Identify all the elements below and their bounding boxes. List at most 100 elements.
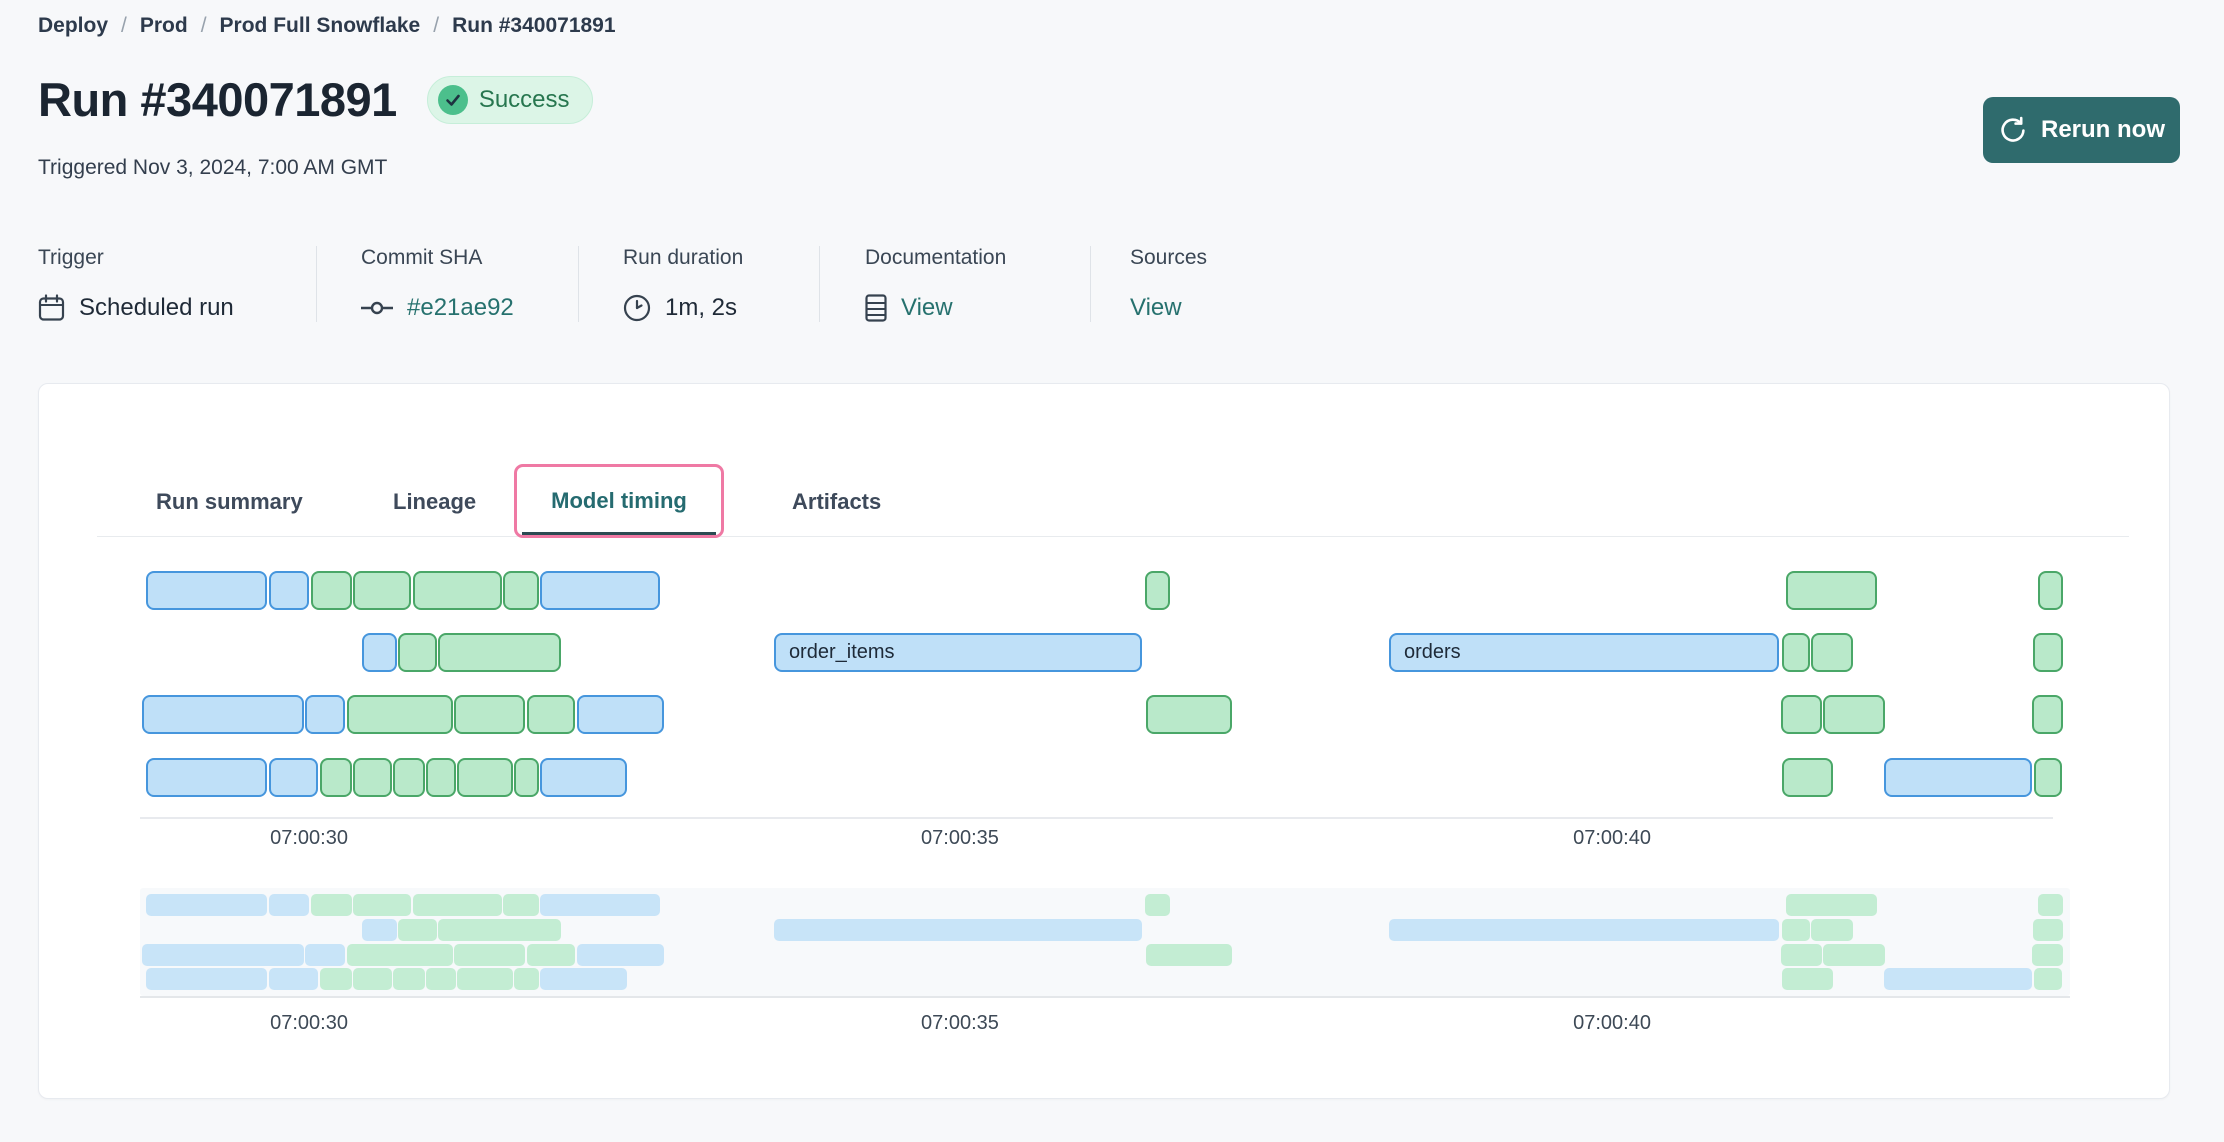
sources-view-link[interactable]: View <box>1130 294 1182 321</box>
timing-bar <box>527 944 576 966</box>
timing-bar[interactable] <box>311 571 352 610</box>
minimap-row <box>140 894 2090 916</box>
meta-run-duration: Run duration 1m, 2s <box>578 246 819 322</box>
timing-bar <box>1146 944 1232 966</box>
timing-bar[interactable] <box>2033 633 2064 672</box>
timing-bar[interactable] <box>1146 695 1232 734</box>
timing-bar <box>397 919 437 941</box>
meta-label: Commit SHA <box>361 246 483 269</box>
page-title: Run #340071891 <box>38 73 397 126</box>
meta-trigger: Trigger Scheduled run <box>38 246 316 322</box>
timing-bar[interactable] <box>352 758 392 797</box>
timing-bar <box>413 894 502 916</box>
timing-bar[interactable] <box>347 695 454 734</box>
timing-bar[interactable] <box>146 758 268 797</box>
tabs-divider <box>97 536 2129 537</box>
timing-bar-orders <box>1388 919 1779 941</box>
timing-bar-orders[interactable]: orders <box>1388 633 1779 672</box>
tab-lineage[interactable]: Lineage <box>393 489 477 514</box>
timing-bar[interactable] <box>527 695 576 734</box>
timing-bar <box>361 919 397 941</box>
timing-bar-order_items[interactable]: order_items <box>773 633 1142 672</box>
timing-bar <box>1785 894 1878 916</box>
timing-bar <box>2034 968 2063 990</box>
tab-artifacts[interactable]: Artifacts <box>792 489 882 514</box>
timing-bar[interactable] <box>413 571 502 610</box>
timing-bar <box>2037 894 2063 916</box>
run-metadata: Trigger Scheduled run Commit SHA # <box>38 246 1390 322</box>
tab-model-timing[interactable]: Model timing <box>514 464 724 538</box>
timing-bar[interactable] <box>453 695 525 734</box>
timing-bar[interactable] <box>514 758 539 797</box>
timing-bar[interactable] <box>2032 695 2064 734</box>
timing-bar <box>539 968 627 990</box>
timing-bar <box>1145 894 1170 916</box>
timing-bar[interactable] <box>457 758 514 797</box>
timing-bar[interactable] <box>1785 571 1878 610</box>
commit-sha-link[interactable]: #e21ae92 <box>407 294 514 321</box>
timing-bar <box>304 944 345 966</box>
timing-bar[interactable] <box>576 695 664 734</box>
timing-bar <box>141 944 304 966</box>
timing-bar[interactable] <box>539 571 660 610</box>
meta-commit-sha: Commit SHA #e21ae92 <box>316 246 578 322</box>
breadcrumb-separator: / <box>121 14 127 37</box>
timing-bar[interactable] <box>361 633 397 672</box>
minimap-row <box>140 919 2090 941</box>
timing-bar[interactable] <box>1884 758 2033 797</box>
timing-bar[interactable] <box>437 633 561 672</box>
timing-bar-label: order_items <box>788 641 895 663</box>
timing-bar[interactable] <box>304 695 345 734</box>
timing-bar[interactable] <box>397 633 437 672</box>
timing-bar[interactable] <box>2034 758 2063 797</box>
minimap-row <box>140 968 2090 990</box>
timing-bar <box>392 968 425 990</box>
timing-bar[interactable] <box>2037 571 2063 610</box>
timing-bar <box>1810 919 1853 941</box>
documentation-view-link[interactable]: View <box>901 294 953 321</box>
axis-tick-label: 07:00:30 <box>270 1012 348 1034</box>
trigger-value: Scheduled run <box>79 294 234 321</box>
timing-bar[interactable] <box>539 758 627 797</box>
breadcrumb-deploy[interactable]: Deploy <box>38 14 109 37</box>
success-check-icon <box>437 84 468 115</box>
timing-bar[interactable] <box>392 758 425 797</box>
run-duration-value: 1m, 2s <box>665 294 738 321</box>
timing-bar <box>352 894 411 916</box>
timing-bar[interactable] <box>1782 633 1811 672</box>
timing-bar[interactable] <box>1782 758 1834 797</box>
timing-bar[interactable] <box>319 758 352 797</box>
timing-bar[interactable] <box>269 571 310 610</box>
timing-bar[interactable] <box>141 695 304 734</box>
timing-bar[interactable] <box>426 758 457 797</box>
breadcrumb-environment[interactable]: Prod Full Snowflake <box>219 14 421 37</box>
timing-bar[interactable] <box>1145 571 1170 610</box>
timing-bar[interactable] <box>352 571 411 610</box>
timing-bar[interactable] <box>1810 633 1853 672</box>
timing-bar[interactable] <box>1823 695 1886 734</box>
commit-icon <box>361 301 393 315</box>
timing-bar-order_items <box>773 919 1142 941</box>
axis-tick-label: 07:00:40 <box>1573 1012 1651 1034</box>
header: Run #340071891 Success <box>38 72 593 127</box>
breadcrumb-current-run: Run #340071891 <box>452 14 616 37</box>
breadcrumb: Deploy / Prod / Prod Full Snowflake / Ru… <box>38 14 616 38</box>
timing-bar <box>1782 968 1834 990</box>
time-axis-line <box>140 996 2070 998</box>
timing-bar <box>2033 919 2064 941</box>
timing-bar <box>269 894 310 916</box>
breadcrumb-prod[interactable]: Prod <box>139 14 188 37</box>
timing-bar <box>311 894 352 916</box>
timing-bar[interactable] <box>146 571 268 610</box>
tab-run-summary[interactable]: Run summary <box>156 489 303 514</box>
breadcrumb-separator: / <box>433 14 440 37</box>
timing-bar <box>437 919 561 941</box>
timing-bar[interactable] <box>269 758 319 797</box>
timing-row <box>140 571 2090 610</box>
timing-bar <box>1884 968 2033 990</box>
status-badge-label: Success <box>478 85 570 113</box>
timing-bar[interactable] <box>503 571 540 610</box>
calendar-icon <box>38 294 65 321</box>
timing-bar[interactable] <box>1780 695 1822 734</box>
rerun-now-button[interactable]: Rerun now <box>1983 97 2180 163</box>
